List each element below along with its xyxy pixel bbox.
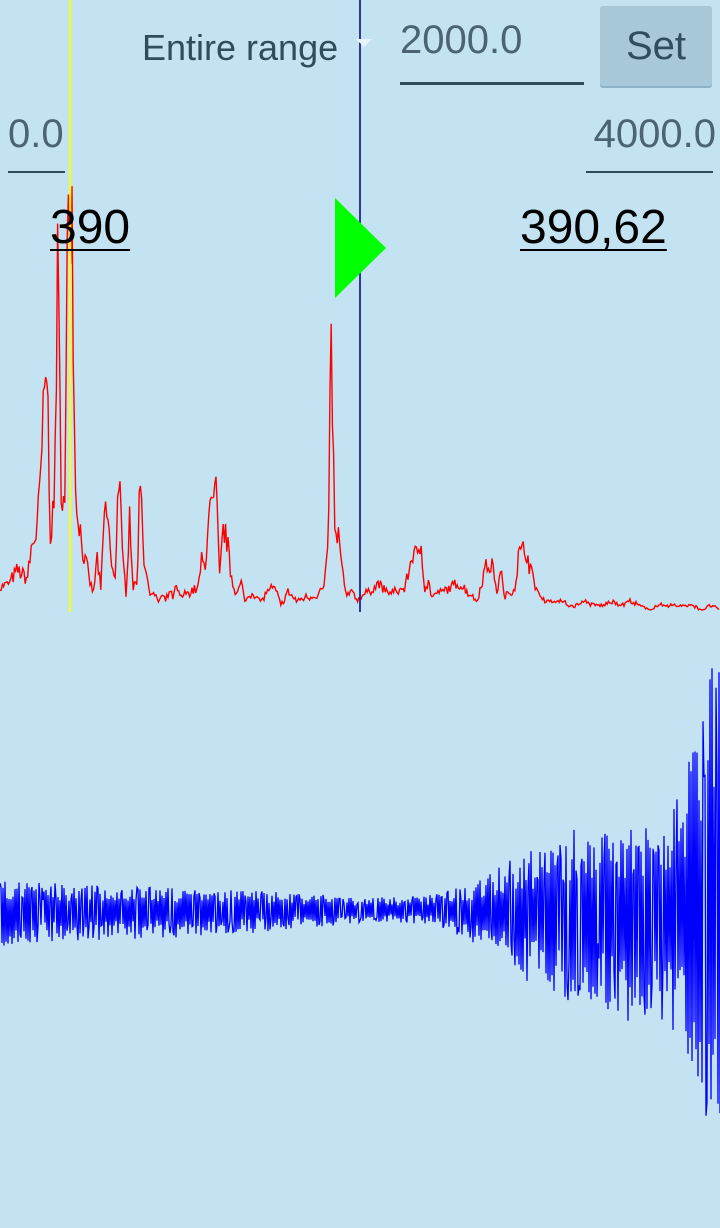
waveform-plot bbox=[0, 668, 720, 1116]
play-icon[interactable] bbox=[335, 198, 386, 298]
center-frequency-underline bbox=[400, 82, 584, 85]
center-frequency-input[interactable] bbox=[400, 14, 584, 66]
max-frequency-underline bbox=[586, 171, 713, 173]
peak-frequency-readout[interactable]: 390 bbox=[50, 201, 131, 254]
max-frequency-input[interactable] bbox=[586, 108, 716, 160]
range-mode-dropdown[interactable]: Entire range bbox=[142, 22, 373, 74]
waveform-series-line bbox=[0, 668, 720, 1116]
set-button[interactable]: Set bbox=[600, 6, 712, 86]
min-frequency-underline bbox=[8, 171, 65, 173]
dropdown-caret-icon bbox=[356, 39, 373, 47]
precise-peak-readout[interactable]: 390,62 bbox=[520, 201, 667, 254]
frequency-markers bbox=[69, 0, 361, 612]
min-frequency-input[interactable] bbox=[8, 108, 68, 160]
range-mode-label: Entire range bbox=[142, 27, 339, 68]
